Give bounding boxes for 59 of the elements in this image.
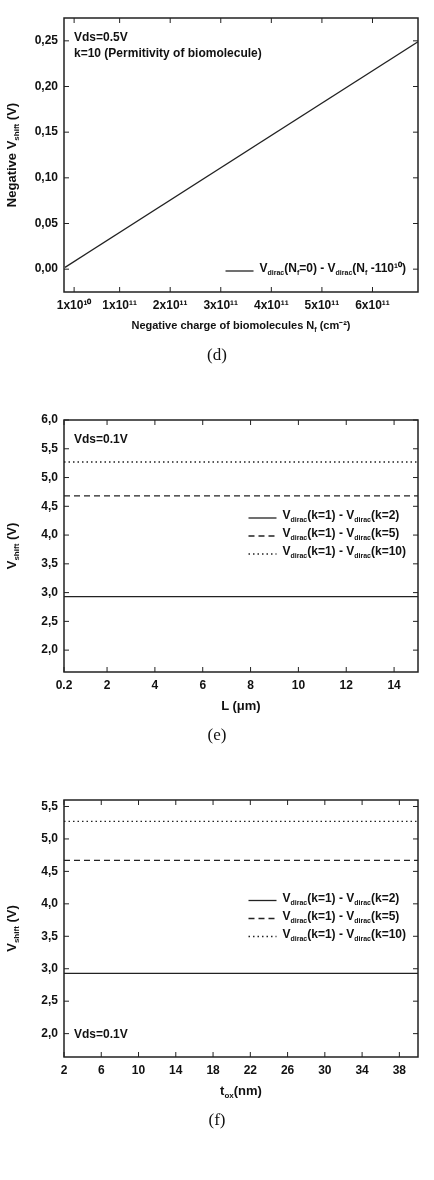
x-tick-label: 10	[291, 677, 306, 692]
y-tick-label: 5,5	[41, 798, 59, 813]
y-tick-label: 6,0	[41, 412, 59, 427]
x-tick-label: 4	[151, 677, 159, 692]
y-tick-label: 0,00	[34, 261, 59, 276]
x-tick-label: 0.2	[55, 677, 73, 692]
y-tick-label: 3,5	[41, 556, 59, 571]
x-tick-label: 5x10¹¹	[304, 297, 340, 312]
x-tick-label: 26	[280, 1062, 295, 1077]
x-tick-label: 38	[392, 1062, 407, 1077]
x-tick-label: 1x10¹¹	[102, 297, 137, 312]
annotation: k=10 (Permitivity of biomolecule)	[74, 46, 262, 61]
x-tick-label: 34	[355, 1062, 370, 1077]
annotation: Vds=0.1V	[74, 1027, 128, 1042]
x-tick-label: 6x10¹¹	[355, 297, 390, 312]
text: (f)	[207, 1109, 227, 1131]
x-tick-label: 6	[97, 1062, 105, 1077]
x-tick-label: 2	[103, 677, 111, 692]
y-tick-label: 2,5	[41, 993, 59, 1008]
y-axis-title: Negative Vshift (V)	[3, 102, 21, 208]
y-tick-label: 0,15	[34, 124, 59, 139]
y-tick-label: 3,0	[41, 584, 59, 599]
x-tick-label: 2x10¹¹	[152, 297, 188, 312]
x-axis-title: L (μm)	[221, 697, 261, 713]
y-tick-label: 2,5	[41, 613, 59, 628]
y-tick-label: 3,0	[41, 961, 59, 976]
annotation: Vds=0.5V	[74, 30, 128, 45]
y-tick-label: 4,0	[41, 896, 59, 911]
x-tick-label: 18	[206, 1062, 221, 1077]
y-tick-label: 4,5	[41, 863, 59, 878]
text: (d)	[206, 344, 228, 366]
x-tick-label: 1x10¹⁰	[56, 297, 93, 312]
x-tick-label: 2	[60, 1062, 68, 1077]
y-tick-label: 4,5	[41, 498, 59, 513]
y-tick-label: 0,25	[34, 33, 59, 48]
y-tick-label: 4,0	[41, 527, 59, 542]
y-tick-label: 0,05	[34, 215, 59, 230]
x-tick-label: 3x10¹¹	[203, 297, 239, 312]
x-tick-label: 12	[339, 677, 354, 692]
y-tick-label: 0,20	[34, 78, 59, 93]
y-tick-label: 0,10	[34, 170, 59, 185]
y-tick-label: 5,0	[41, 831, 59, 846]
annotation: Vds=0.1V	[74, 432, 128, 447]
x-tick-label: 6	[199, 677, 207, 692]
y-tick-label: 2,0	[41, 642, 59, 657]
y-axis-title: Vshift (V)	[3, 522, 21, 570]
y-axis-title: Vshift (V)	[3, 905, 21, 952]
x-tick-label: 4x10¹¹	[254, 297, 289, 312]
y-tick-label: 5,5	[41, 441, 59, 456]
x-tick-label: 8	[247, 677, 255, 692]
text: (e)	[206, 724, 228, 746]
x-tick-label: 30	[318, 1062, 332, 1077]
x-tick-label: 22	[243, 1062, 258, 1077]
x-tick-label: 14	[387, 677, 402, 692]
y-tick-label: 5,0	[41, 469, 59, 484]
y-tick-label: 2,0	[41, 1025, 59, 1040]
x-tick-label: 10	[131, 1062, 146, 1077]
x-tick-label: 14	[169, 1062, 183, 1077]
y-tick-label: 3,5	[41, 928, 59, 943]
